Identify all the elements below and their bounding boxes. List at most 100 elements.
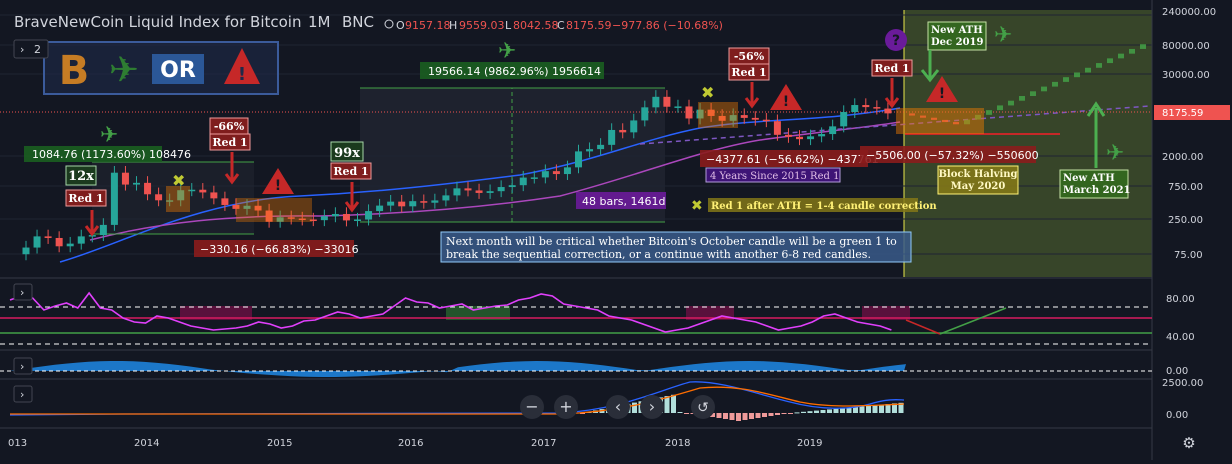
red1-2015-text: Red 1: [333, 165, 368, 178]
price-axis[interactable]: 240000.00 80000.00 30000.00 2000.00 750.…: [1154, 7, 1230, 261]
candle: [718, 115, 726, 121]
symbol-title[interactable]: BraveNewCoin Liquid Index for Bitcoin: [14, 13, 301, 31]
rsi-tick: 40.00: [1166, 332, 1195, 343]
rsi-axis[interactable]: 80.00 40.00: [1166, 294, 1195, 343]
scroll-right-button[interactable]: ›: [640, 395, 664, 419]
candle: [862, 105, 870, 108]
macd-bar: [859, 406, 865, 413]
macd-bar: [807, 411, 813, 413]
candle: [66, 243, 74, 247]
pane-expand-button[interactable]: ›: [13, 283, 33, 301]
projected-candle: [1118, 53, 1124, 59]
time-tick: 2018: [665, 438, 690, 449]
ath-correction-text: Red 1 after ATH = 1-4 candle correction: [711, 201, 937, 212]
scroll-left-button[interactable]: ‹: [606, 395, 630, 419]
reset-chart-button[interactable]: ↺: [691, 395, 715, 419]
rsi-highlight: [446, 306, 510, 320]
macd-bar: [723, 413, 728, 419]
candle: [188, 189, 196, 192]
projected-candle: [920, 115, 926, 118]
projected-candle: [1063, 77, 1069, 82]
candle: [376, 205, 384, 212]
correction-box-2015: [236, 198, 312, 222]
question-icon: ?: [885, 29, 907, 51]
box-2017-label: 19566.14 (9862.96%) 1956614: [420, 62, 604, 79]
candle: [243, 205, 251, 209]
candle: [177, 190, 185, 201]
pane-expand-button[interactable]: ›: [13, 385, 33, 403]
collapse-indicators-button[interactable]: › 2: [13, 39, 49, 59]
macd-bar: [814, 410, 819, 413]
interval-label[interactable]: 1M: [308, 13, 331, 31]
candle: [22, 247, 30, 255]
macd-bar: [677, 412, 683, 413]
new-ath-mar-line-1: New ATH: [1063, 173, 1115, 184]
box-2019-drop-label: −5506.00 (−57.32%) −550600: [860, 146, 1039, 163]
settings-gear-icon[interactable]: ⚙: [1182, 434, 1195, 452]
time-axis[interactable]: 013 2014 2015 2016 2017 2018 2019: [8, 438, 822, 449]
projected-candle: [1019, 96, 1025, 101]
candle: [298, 218, 306, 221]
red-arrow-icon: [744, 82, 760, 109]
rsi-tick: 80.00: [1166, 294, 1195, 305]
four-years-label: 4 Years Since 2015 Red 1: [705, 167, 841, 183]
zoom-in-button[interactable]: +: [554, 395, 578, 419]
svg-text:!: !: [939, 86, 945, 102]
chevron-right-icon: ›: [649, 397, 655, 416]
red-arrow-icon: [84, 210, 100, 237]
candle: [354, 219, 361, 222]
volume-osc-area: [10, 361, 906, 377]
candle: [508, 185, 516, 188]
change-value: −977.86 (−10.68%): [612, 19, 723, 32]
projected-candle: [1096, 63, 1102, 68]
pane-expand-button[interactable]: ›: [13, 357, 33, 375]
macd-bar: [840, 408, 845, 413]
box-2013-text: 1084.76 (1173.60%) 108476: [32, 148, 191, 161]
low-value: 8042.58: [513, 19, 559, 32]
candle: [44, 236, 52, 238]
macd-bar: [866, 405, 871, 413]
box-2018-drop-label: −4377.61 (−56.62%) −437761: [700, 150, 879, 167]
red1-2018-text: Red 1: [731, 66, 766, 79]
new-ath-dec-line-2: Dec 2019: [931, 37, 983, 48]
macd-bar: [710, 413, 715, 417]
candle: [287, 217, 295, 219]
projected-candle: [1140, 44, 1146, 49]
candle: [829, 126, 837, 135]
correction-box-2019: [896, 108, 984, 134]
time-tick: 2016: [398, 438, 423, 449]
macd-bar: [794, 412, 800, 414]
pane3-axis[interactable]: 0.00: [1166, 366, 1188, 377]
candle: [99, 224, 107, 236]
projected-candle: [1030, 91, 1036, 97]
box-2018-drop-text: −4377.61 (−56.62%) −437761: [706, 153, 879, 166]
candle: [674, 106, 682, 108]
candle: [420, 201, 428, 203]
bars-label: 48 bars, 1461d: [576, 192, 666, 209]
macd-bar: [775, 413, 780, 415]
candle: [453, 188, 461, 196]
mult-12x-text: 12x: [68, 169, 94, 184]
candle: [840, 112, 848, 127]
time-tick: 013: [8, 438, 27, 449]
macd-axis[interactable]: 2500.00 0.00: [1162, 378, 1203, 421]
candle: [265, 210, 273, 222]
correction-box-2014: [166, 186, 190, 212]
candle: [729, 115, 737, 121]
zoom-out-button[interactable]: −: [520, 395, 544, 419]
candle: [818, 134, 826, 137]
candle: [530, 177, 538, 179]
mult-99x-tag: 99x: [330, 141, 364, 162]
minus-icon: −: [525, 397, 538, 416]
macd-bar: [892, 403, 897, 413]
macd-bar: [755, 413, 761, 418]
last-price-badge: [1154, 105, 1230, 120]
box-2015-drop-text: −330.16 (−66.83%) −33016: [200, 243, 359, 256]
macd-bar: [781, 413, 787, 414]
price-tick: 75.00: [1174, 250, 1203, 261]
time-tick: 2014: [134, 438, 159, 449]
candle: [597, 144, 605, 150]
macd-bar: [580, 413, 585, 414]
airplane-icon: ✈: [498, 39, 516, 64]
